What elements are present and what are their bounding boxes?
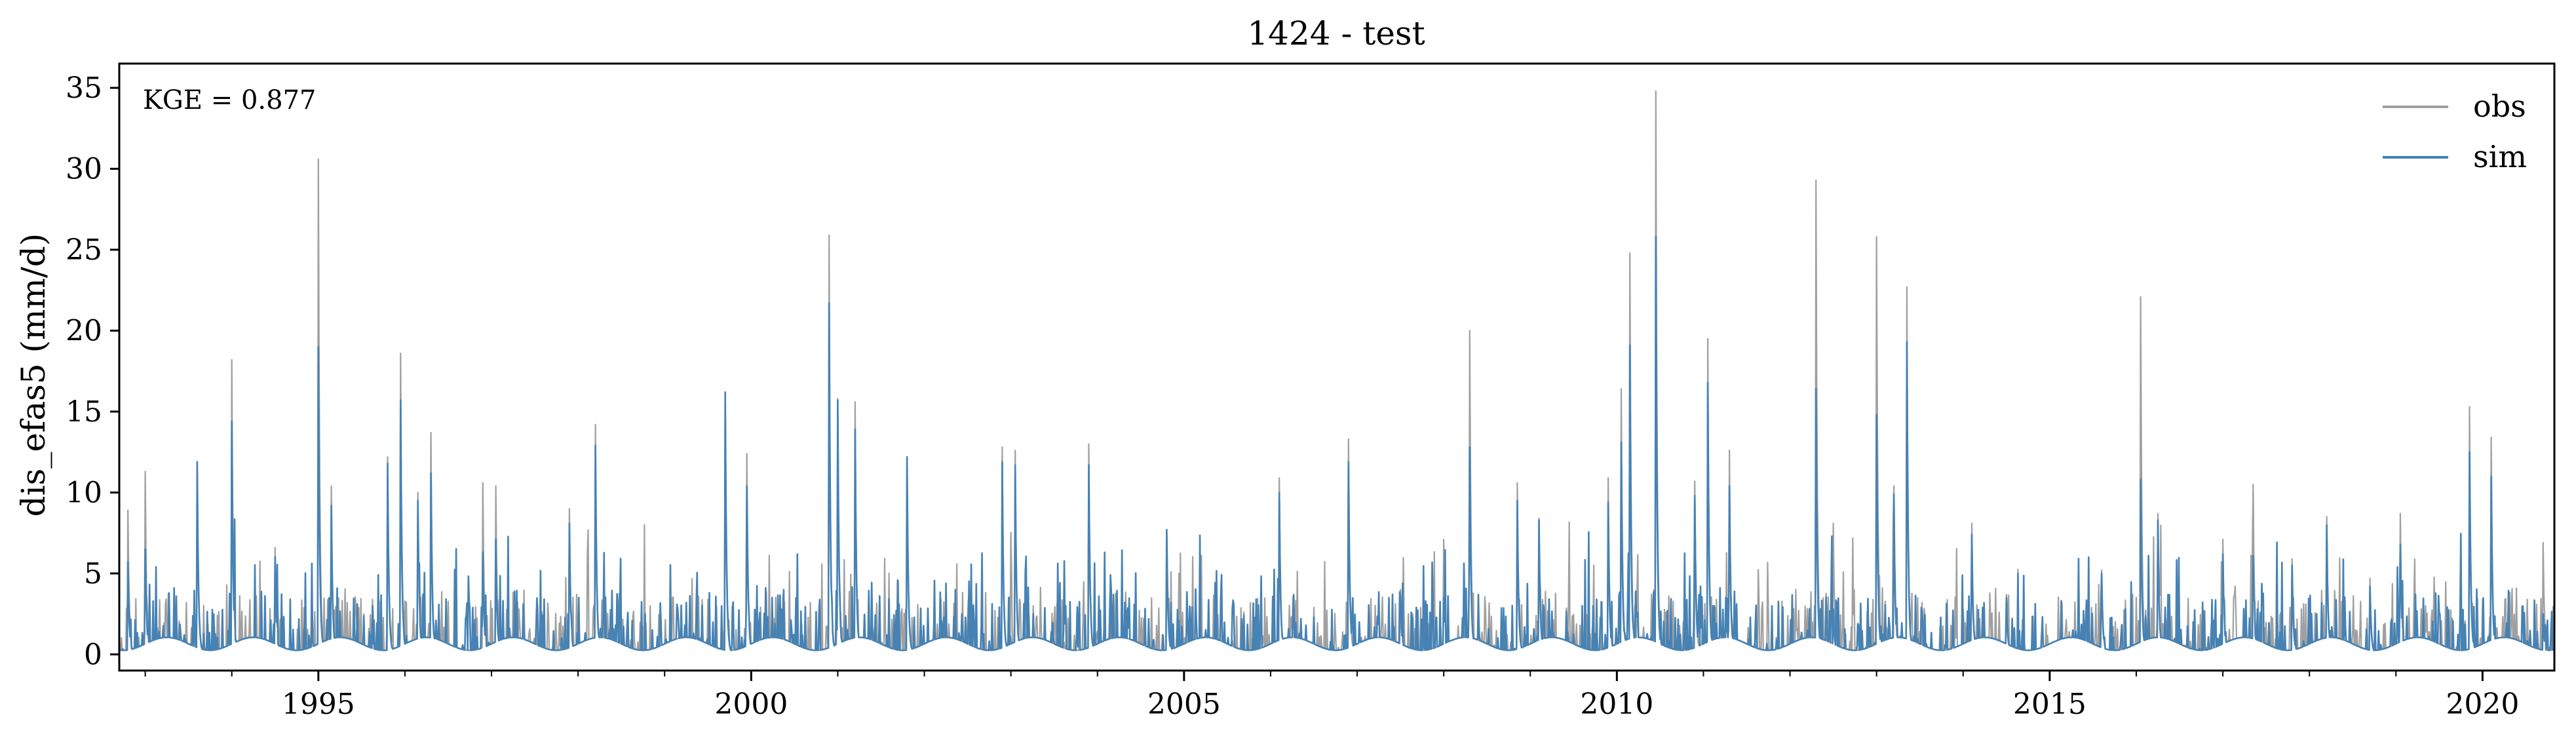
y-tick-label: 30 (66, 153, 102, 186)
y-tick-label: 0 (84, 638, 102, 671)
legend-obs-label: obs (2473, 88, 2526, 124)
y-axis-label: dis_efas5 (mm/d) (14, 233, 52, 517)
x-tick-label: 2005 (1147, 688, 1221, 721)
x-tick-label: 2020 (2446, 688, 2519, 721)
x-tick-label: 2010 (1580, 688, 1653, 721)
kge-annotation: KGE = 0.877 (143, 85, 317, 115)
ticks-layer: 0 5 10 15 20 25 30 35 1995 2000 2005 2010 2015 2020 (66, 71, 2519, 721)
y-tick-label: 5 (84, 557, 102, 591)
series-line-obs (119, 90, 2555, 652)
x-tick-label: 2000 (714, 688, 788, 721)
plot-area: 0 5 10 15 20 25 30 35 1995 2000 2005 2010 2015 2020 (66, 62, 2556, 721)
x-tick-label: 1995 (282, 688, 355, 721)
legend: obs sim (2383, 88, 2527, 174)
y-tick-label: 20 (66, 314, 102, 347)
y-tick-label: 10 (66, 476, 102, 509)
y-tick-label: 25 (66, 233, 102, 267)
legend-sim-label: sim (2473, 139, 2527, 174)
y-tick-label: 35 (66, 71, 102, 105)
series-layer (119, 90, 2555, 652)
y-tick-label: 15 (66, 395, 102, 429)
plot-frame (118, 62, 2556, 672)
series-line-sim (119, 235, 2554, 652)
chart-title: 1424 - test (1247, 14, 1425, 52)
x-tick-label: 2015 (2013, 688, 2086, 721)
